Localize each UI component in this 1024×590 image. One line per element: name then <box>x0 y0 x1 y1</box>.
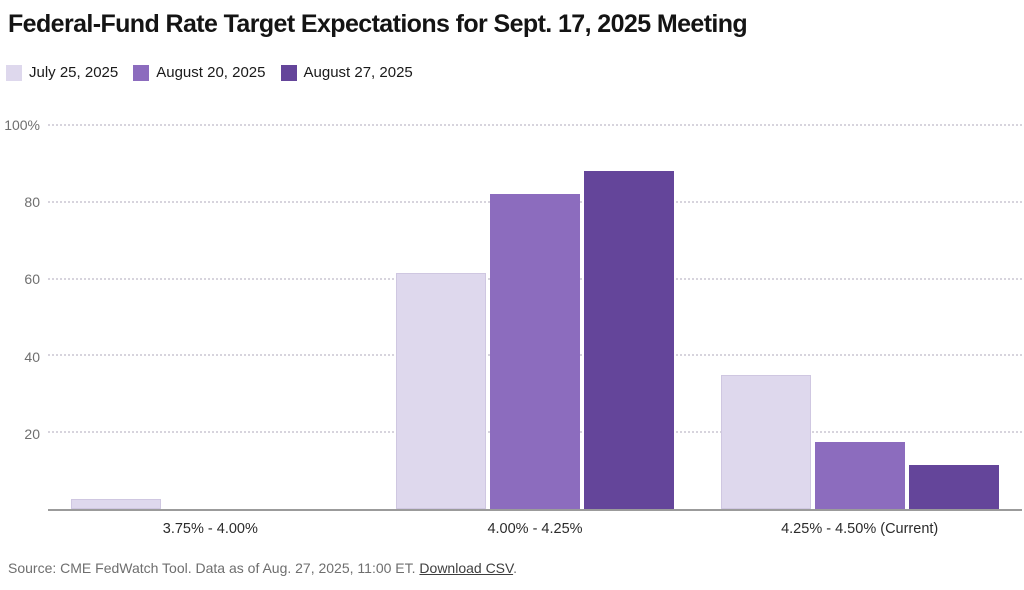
y-axis: 100% 80 60 40 20 <box>0 117 40 511</box>
chart-title: Federal-Fund Rate Target Expectations fo… <box>8 10 748 38</box>
legend-label: July 25, 2025 <box>29 64 119 81</box>
y-tick-label-100: 100% <box>4 117 40 133</box>
plot-area <box>48 124 1022 511</box>
bar-group-1 <box>373 125 698 509</box>
legend-item-0: July 25, 2025 <box>6 64 118 81</box>
bar-series0-cat2 <box>720 374 811 509</box>
x-tick-label-0: 3.75% - 4.00% <box>162 521 258 537</box>
source-note: Source: CME FedWatch Tool. Data as of Au… <box>8 560 517 576</box>
legend-swatch <box>280 64 297 81</box>
y-tick-label-60: 60 <box>24 271 40 288</box>
source-suffix: . <box>513 560 517 576</box>
y-tick-label-40: 40 <box>24 348 40 365</box>
bar-series1-cat1 <box>490 194 580 509</box>
legend-label: August 20, 2025 <box>156 64 266 81</box>
bar-series2-cat2 <box>908 464 999 509</box>
y-tick-label-80: 80 <box>24 194 40 211</box>
x-tick-label-1: 4.00% - 4.25% <box>487 521 583 537</box>
bar-series1-cat2 <box>814 441 905 509</box>
x-tick-label-2: 4.25% - 4.50% (Current) <box>781 521 939 537</box>
legend-swatch <box>133 64 150 81</box>
legend-swatch <box>6 64 22 81</box>
legend-item-1: August 20, 2025 <box>133 64 266 81</box>
bar-series2-cat1 <box>584 171 674 509</box>
bar-series0-cat1 <box>396 272 486 509</box>
x-axis: 3.75% - 4.00% 4.00% - 4.25% 4.25% - 4.50% … <box>48 521 1022 537</box>
y-tick-label-20: 20 <box>24 425 40 442</box>
download-csv-link[interactable]: Download CSV <box>419 560 514 576</box>
bar-series0-cat0 <box>71 499 162 509</box>
bar-group-2 <box>697 125 1022 509</box>
legend-label: August 27, 2025 <box>303 64 413 81</box>
gridline-100 <box>48 124 1022 126</box>
source-text: Source: CME FedWatch Tool. Data as of Au… <box>8 560 420 576</box>
chart-legend: July 25, 2025 August 20, 2025 August 27, 2… <box>6 64 428 81</box>
legend-item-2: August 27, 2025 <box>280 64 413 81</box>
bar-group-0 <box>48 125 373 509</box>
bar-groups <box>48 125 1022 509</box>
